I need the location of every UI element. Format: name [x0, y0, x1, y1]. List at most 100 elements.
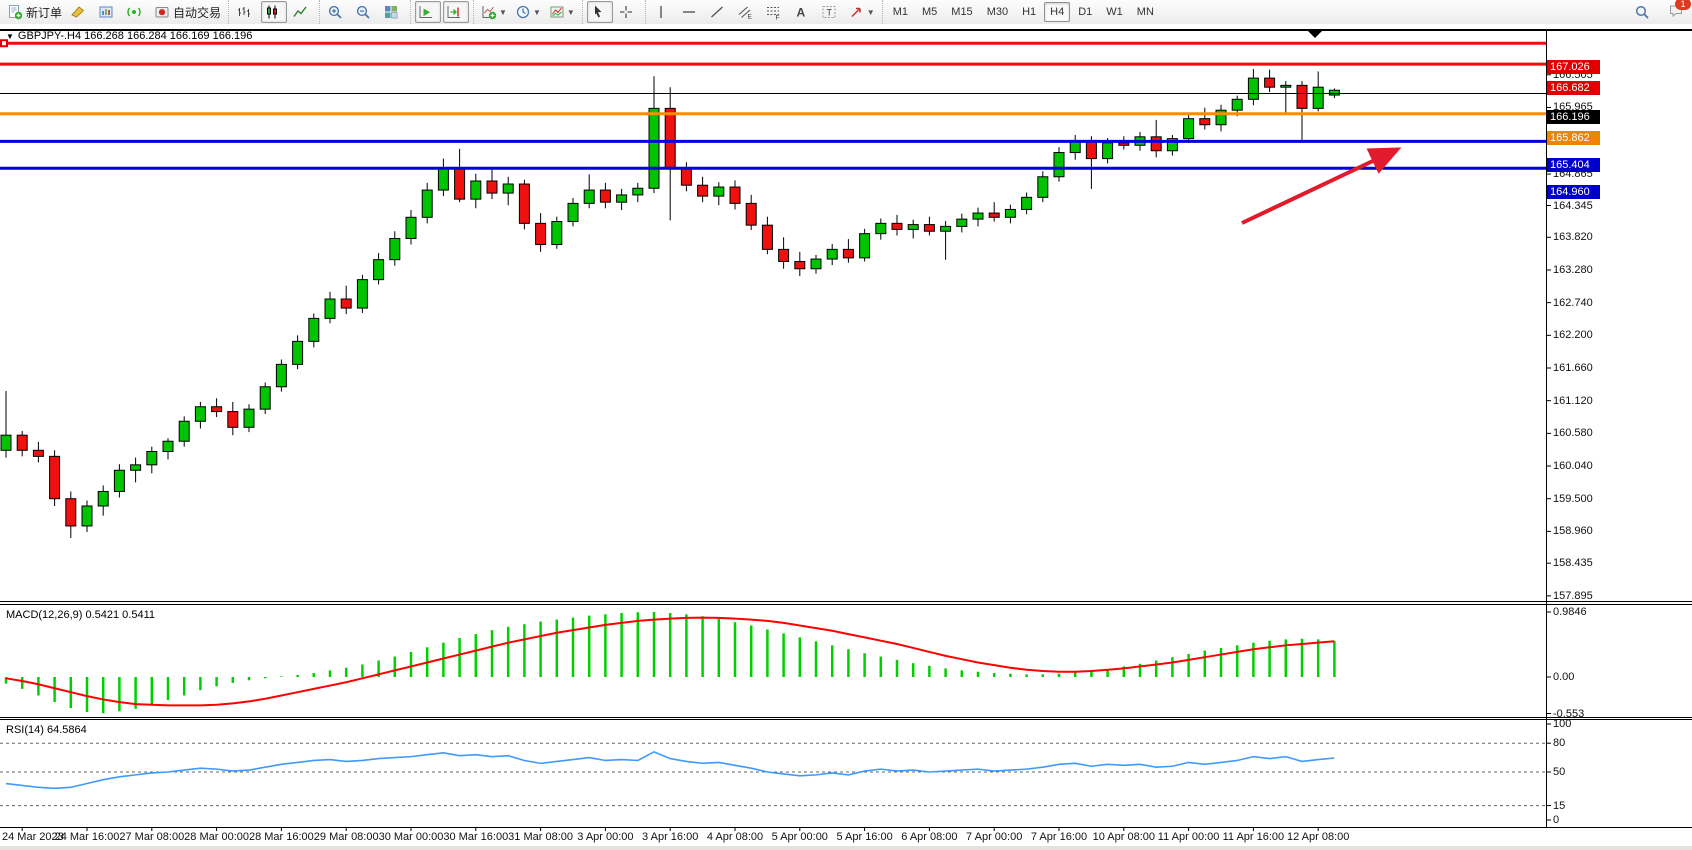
candle-body: [940, 225, 952, 232]
candle-body: [875, 222, 887, 235]
current-price-badge: 166.196: [1547, 110, 1600, 125]
candle-body: [421, 189, 433, 218]
timeframe-m15-button[interactable]: M15: [951, 6, 973, 18]
chart-area[interactable]: 166.505 165.965 164.865 164.345 163.820 163.2…: [0, 24, 1692, 850]
price-axis-label: 162.740: [1553, 296, 1593, 309]
candle-body: [1183, 118, 1195, 140]
candle-body: [1296, 84, 1308, 109]
candle-body: [567, 202, 579, 223]
arrows-button[interactable]: ▼: [846, 1, 878, 23]
price-level-badge: 165.862: [1547, 130, 1600, 145]
price-axis-label: 160.580: [1553, 427, 1593, 440]
periods-dropdown-arrow-icon[interactable]: ▼: [532, 7, 541, 17]
candle-body: [486, 180, 498, 194]
signals-button[interactable]: [123, 1, 149, 23]
macd-axis-label: 0.9846: [1553, 606, 1587, 618]
zoom-in-button[interactable]: [324, 1, 350, 23]
search-icon[interactable]: [1631, 1, 1657, 23]
candle-body: [1037, 176, 1049, 198]
candle-body: [680, 168, 692, 186]
candle-body: [454, 168, 466, 200]
fibonacci-button[interactable]: F: [762, 1, 788, 23]
candle-body: [340, 298, 352, 309]
candle-body: [16, 434, 28, 451]
chart-menu-arrow-icon[interactable]: ▼: [6, 32, 14, 41]
candle-body: [923, 224, 935, 232]
toolbar-group-chart-type: [228, 0, 319, 24]
channel-button[interactable]: E: [734, 1, 760, 23]
candle-body: [356, 279, 368, 309]
styles-button[interactable]: [67, 1, 93, 23]
timeframe-h4-button[interactable]: H4: [1044, 2, 1071, 22]
trendline-icon: [710, 6, 723, 18]
timeframe-m1-button[interactable]: M1: [892, 6, 908, 18]
crosshair-button[interactable]: [615, 1, 641, 23]
candle-body: [1215, 109, 1227, 126]
chart-line-button[interactable]: [289, 1, 315, 23]
text-label-button[interactable]: T: [818, 1, 844, 23]
text-label-icon: T: [822, 6, 836, 18]
templates-button[interactable]: ▼: [546, 1, 578, 23]
autotrading-button[interactable]: 自动交易: [151, 1, 224, 23]
time-axis-label: 29 Mar 08:00: [313, 831, 379, 843]
zoom-out-button[interactable]: [352, 1, 378, 23]
time-axis-label: 7 Apr 16:00: [1030, 831, 1088, 843]
timeframe-mn-button[interactable]: MN: [1136, 6, 1154, 18]
new-order-label: 新订单: [26, 5, 63, 20]
rsi-axis-label: 50: [1553, 766, 1566, 778]
line-selection-handle[interactable]: [0, 39, 8, 48]
hline-button[interactable]: [678, 1, 704, 23]
candle-body: [664, 107, 676, 170]
time-axis-label: 30 Mar 00:00: [378, 831, 444, 843]
price-level-badge: 167.026: [1547, 60, 1600, 75]
arrows-dropdown-arrow-icon[interactable]: ▼: [866, 7, 875, 17]
trendline-button[interactable]: [706, 1, 732, 23]
templates-dropdown-arrow-icon[interactable]: ▼: [566, 7, 575, 17]
candle-body: [778, 248, 790, 262]
periods-button[interactable]: ▼: [512, 1, 544, 23]
time-axis-label: 5 Apr 00:00: [771, 831, 828, 843]
timeframe-w1-button[interactable]: W1: [1106, 6, 1123, 18]
indicators-button[interactable]: ▼: [478, 1, 510, 23]
price-axis-label: 157.895: [1553, 589, 1593, 602]
price-axis-label: 158.435: [1553, 557, 1593, 570]
candle-body: [1004, 208, 1016, 218]
price-axis-label: 161.120: [1553, 394, 1593, 407]
zoom-in-icon: [328, 5, 342, 19]
candle-body: [632, 187, 644, 196]
chart-bars-button[interactable]: [233, 1, 259, 23]
new-order-button[interactable]: 新订单: [4, 1, 65, 23]
price-axis-label: 162.200: [1553, 329, 1593, 342]
timeframe-m5-button[interactable]: M5: [922, 6, 938, 18]
timeframe-m30-button[interactable]: M30: [986, 6, 1009, 18]
chart-title-text: GBPJPY-.H4 166.268 166.284 166.169 166.1…: [17, 30, 253, 42]
vline-button[interactable]: [650, 1, 676, 23]
periods-icon: [516, 5, 530, 19]
candle-body: [1199, 118, 1211, 126]
candle-body: [745, 202, 757, 226]
indicators-dropdown-arrow-icon[interactable]: ▼: [499, 7, 507, 17]
timeframe-d1-button[interactable]: D1: [1078, 6, 1093, 18]
timeframe-h1-button[interactable]: H1: [1022, 6, 1037, 18]
chat-icon[interactable]: 1: [1668, 0, 1691, 22]
text-button[interactable]: A: [790, 1, 816, 23]
time-axis-label: 31 Mar 08:00: [508, 831, 574, 843]
chart-candles-button[interactable]: [261, 1, 288, 23]
candle-body: [470, 180, 482, 200]
auto-scroll-button[interactable]: [415, 1, 442, 23]
price-level-badge: 165.404: [1547, 158, 1600, 173]
time-axis-label: 11 Apr 16:00: [1222, 831, 1285, 843]
rsi-axis-label: 80: [1553, 737, 1566, 750]
fibonacci-icon: F: [766, 7, 779, 20]
macd-axis-label: -0.553: [1553, 707, 1585, 720]
trend-annotation-arrow[interactable]: [1241, 147, 1402, 225]
price-axis-label: 165.965: [1553, 101, 1593, 114]
candle-body: [1312, 86, 1324, 109]
chart-shift-button[interactable]: [443, 1, 470, 23]
candle-body: [194, 406, 206, 422]
tile-windows-button[interactable]: [380, 1, 406, 23]
price-level-badge: 164.960: [1547, 185, 1600, 200]
candle-body: [1264, 77, 1276, 88]
cursor-button[interactable]: [586, 1, 613, 23]
charts-window-button[interactable]: [95, 1, 121, 23]
